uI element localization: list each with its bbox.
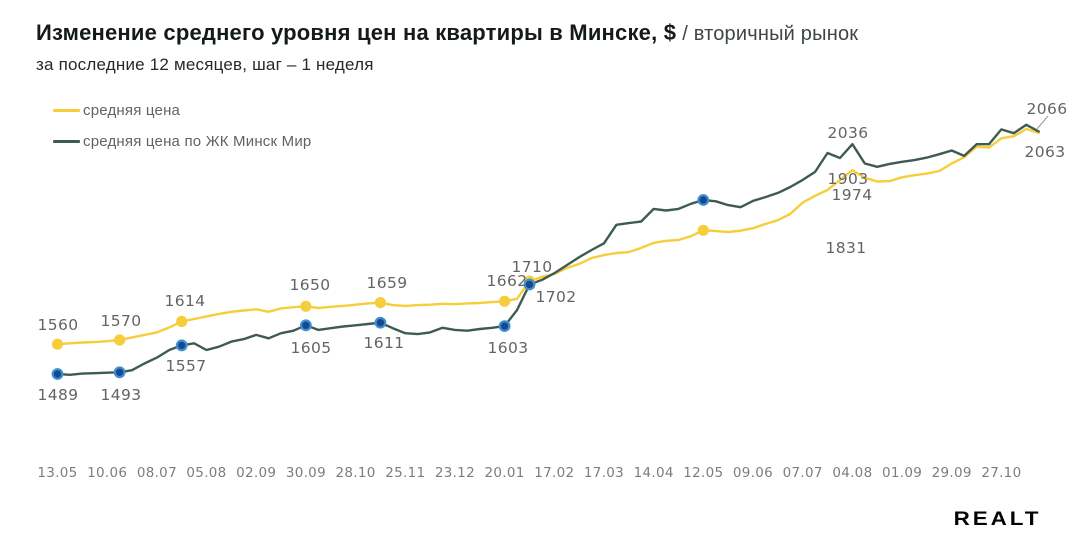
x-tick-label: 13.05 — [37, 465, 77, 481]
data-label: 1605 — [290, 339, 331, 357]
data-label: 1831 — [825, 239, 866, 257]
x-tick-label: 20.01 — [485, 465, 525, 481]
data-point-marker — [300, 300, 312, 312]
data-label: 1603 — [487, 339, 528, 357]
data-point-marker — [374, 316, 387, 329]
data-point-marker — [697, 224, 709, 236]
x-tick-label: 07.07 — [783, 465, 823, 481]
legend-swatch-minsk-mir — [53, 140, 80, 143]
price-line-avg — [56, 127, 1040, 346]
title-suffix: / вторичный рынок — [682, 23, 859, 45]
data-label: 1560 — [37, 316, 78, 334]
x-tick-label: 25.11 — [385, 465, 425, 481]
x-tick-label: 04.08 — [832, 465, 872, 481]
data-point-marker — [697, 194, 710, 206]
legend-swatch-avg-price — [53, 109, 80, 112]
x-tick-label: 28.10 — [336, 465, 376, 481]
data-label: 1702 — [535, 288, 576, 306]
data-label: 1493 — [100, 386, 141, 404]
data-label: 1659 — [366, 274, 407, 292]
legend-item-avg-price: средняя цена — [53, 95, 311, 126]
data-label: 1662 — [486, 272, 527, 290]
x-tick-label: 30.09 — [286, 465, 326, 481]
data-point-marker — [51, 368, 64, 380]
data-label: 1557 — [165, 357, 206, 375]
data-point-marker — [374, 297, 386, 309]
label-leader-line — [1036, 115, 1049, 130]
data-point-marker — [499, 295, 511, 307]
data-label: 1614 — [164, 292, 205, 310]
data-label: 1650 — [289, 276, 330, 294]
x-tick-label: 17.03 — [584, 465, 624, 481]
data-label: 2066 — [1026, 100, 1067, 118]
data-point-marker — [175, 339, 188, 352]
x-tick-label: 09.06 — [733, 465, 773, 481]
legend-item-minsk-mir: средняя цена по ЖК Минск Мир — [53, 126, 311, 157]
title-main: Изменение среднего уровня цен на квартир… — [36, 20, 677, 45]
legend-label-minsk-mir: средняя цена по ЖК Минск Мир — [83, 133, 312, 150]
x-tick-label: 05.08 — [186, 465, 226, 481]
data-label: 1570 — [100, 312, 141, 330]
page-title: Изменение среднего уровня цен на квартир… — [36, 20, 858, 46]
data-label: 1974 — [831, 186, 872, 204]
data-point-marker — [114, 334, 126, 346]
data-point-marker — [176, 315, 188, 328]
data-point-marker — [113, 366, 126, 379]
chart-legend: средняя цена средняя цена по ЖК Минск Ми… — [53, 95, 311, 157]
x-tick-label: 12.05 — [683, 465, 723, 481]
subtitle: за последние 12 месяцев, шаг – 1 неделя — [36, 55, 374, 74]
x-tick-label: 02.09 — [236, 465, 276, 481]
realt-logo: Realt — [953, 509, 1041, 530]
data-point-marker — [498, 320, 511, 333]
data-label: 1611 — [363, 334, 404, 352]
x-tick-label: 10.06 — [87, 465, 127, 481]
x-tick-label: 27.10 — [981, 465, 1021, 481]
x-tick-label: 23.12 — [435, 465, 475, 481]
data-point-marker — [523, 278, 536, 291]
data-label: 1489 — [37, 386, 78, 404]
data-label: 1710 — [511, 258, 552, 276]
x-tick-label: 29.09 — [932, 465, 972, 481]
data-point-marker — [300, 319, 312, 332]
x-tick-label: 01.09 — [882, 465, 922, 481]
data-label: 2036 — [827, 124, 868, 142]
x-tick-label: 14.04 — [634, 465, 674, 481]
x-tick-label: 08.07 — [137, 465, 177, 481]
data-label: 1903 — [827, 170, 868, 188]
data-label: 2063 — [1024, 143, 1065, 161]
x-tick-label: 17.02 — [534, 465, 574, 481]
legend-label-avg-price: средняя цена — [83, 102, 181, 119]
price-line-minsk-mir — [56, 123, 1040, 376]
data-point-marker — [51, 338, 64, 350]
